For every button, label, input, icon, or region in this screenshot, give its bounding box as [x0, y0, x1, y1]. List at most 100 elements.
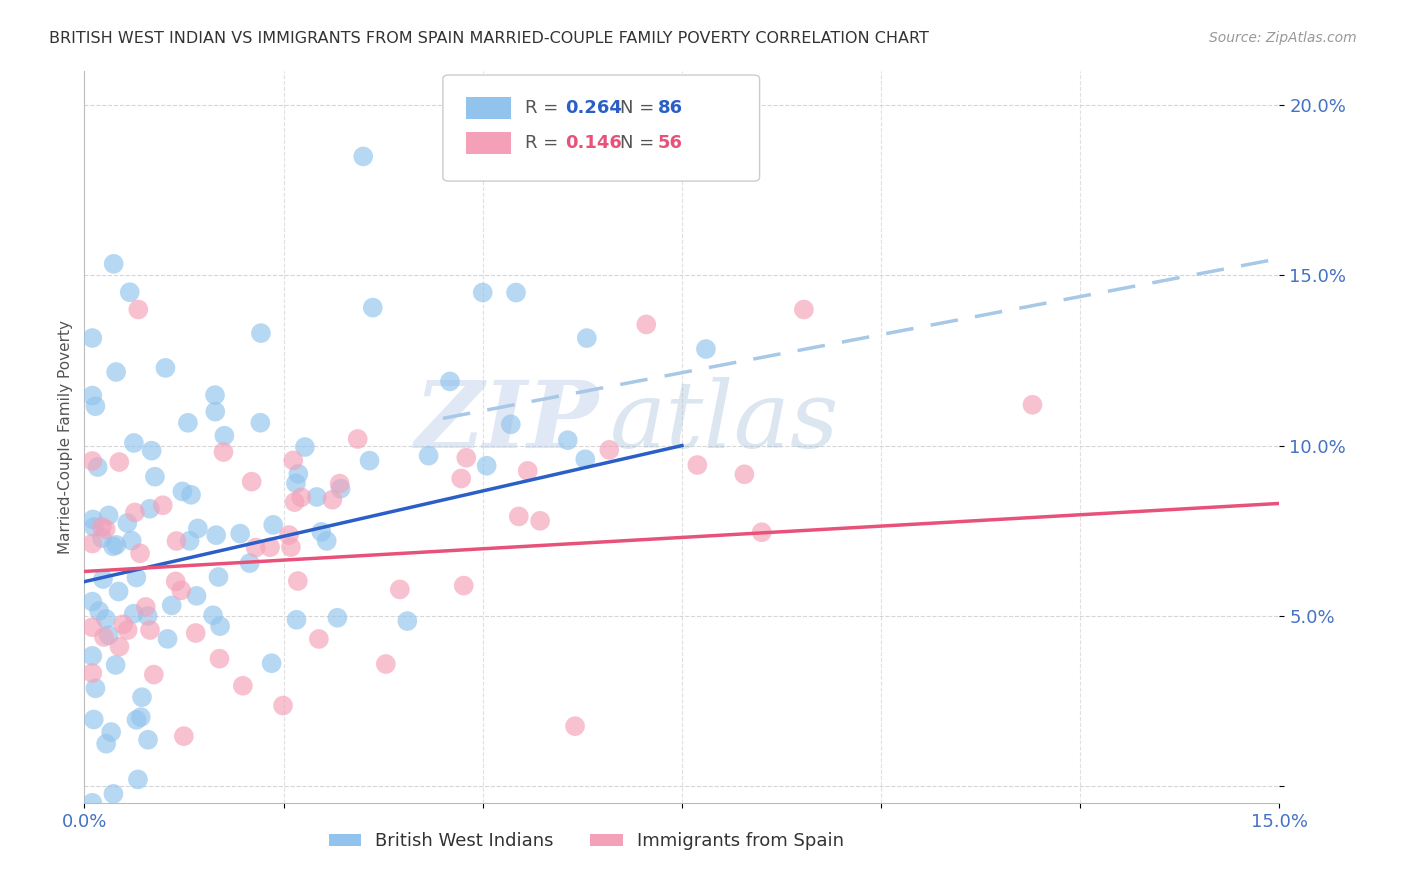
Point	[284, 495, 307, 509]
Point	[329, 482, 352, 496]
Point	[471, 285, 494, 300]
Point	[112, 617, 135, 632]
Point	[315, 533, 337, 548]
Point	[160, 599, 183, 613]
Point	[83, 520, 105, 534]
Point	[117, 516, 139, 530]
FancyBboxPatch shape	[465, 132, 510, 154]
Point	[374, 657, 396, 671]
Point	[118, 285, 141, 300]
Point	[751, 525, 773, 540]
Text: N =: N =	[620, 99, 659, 117]
Point	[1021, 398, 1043, 412]
Point	[125, 713, 148, 727]
Point	[250, 326, 273, 340]
Point	[103, 257, 125, 271]
Point	[141, 443, 163, 458]
Point	[83, 713, 105, 727]
Point	[127, 302, 149, 317]
Point	[117, 623, 139, 637]
Point	[516, 464, 538, 478]
Point	[207, 570, 229, 584]
Point	[209, 619, 232, 633]
Point	[271, 698, 294, 713]
Point	[294, 440, 316, 454]
Point	[259, 540, 281, 554]
Point	[186, 589, 208, 603]
Point	[82, 648, 104, 663]
Point	[278, 528, 301, 542]
Text: 0.146: 0.146	[565, 134, 621, 152]
Text: 56: 56	[658, 134, 683, 152]
Point	[135, 599, 157, 614]
Point	[136, 608, 159, 623]
Point	[172, 484, 194, 499]
Point	[84, 681, 107, 696]
Point	[82, 331, 104, 345]
Point	[125, 570, 148, 584]
Point	[82, 512, 104, 526]
Point	[305, 490, 328, 504]
Point	[136, 732, 159, 747]
Point	[127, 772, 149, 787]
Point	[326, 611, 349, 625]
Point	[352, 149, 374, 163]
Point	[575, 331, 598, 345]
Point	[97, 508, 120, 523]
Point	[82, 594, 104, 608]
Point	[93, 630, 115, 644]
Point	[124, 506, 146, 520]
Point	[229, 526, 252, 541]
Point	[733, 467, 755, 482]
Point	[574, 452, 596, 467]
Legend: British West Indians, Immigrants from Spain: British West Indians, Immigrants from Sp…	[322, 825, 851, 858]
Text: R =: R =	[526, 99, 564, 117]
Point	[94, 737, 117, 751]
Point	[108, 640, 131, 654]
Point	[508, 509, 530, 524]
Point	[361, 301, 384, 315]
Point	[262, 517, 284, 532]
Point	[179, 533, 201, 548]
Point	[557, 434, 579, 448]
Point	[505, 285, 527, 300]
Point	[104, 657, 127, 672]
Point	[100, 725, 122, 739]
Point	[103, 787, 125, 801]
Text: N =: N =	[620, 134, 659, 152]
Point	[240, 475, 263, 489]
Text: Source: ZipAtlas.com: Source: ZipAtlas.com	[1209, 31, 1357, 45]
Point	[499, 417, 522, 432]
Point	[260, 657, 283, 671]
Point	[156, 632, 179, 646]
Point	[139, 501, 162, 516]
Point	[311, 524, 333, 539]
Point	[245, 541, 267, 555]
Text: 0.264: 0.264	[565, 99, 621, 117]
Point	[82, 388, 104, 402]
Point	[82, 666, 104, 681]
Text: R =: R =	[526, 134, 564, 152]
Point	[214, 428, 236, 442]
Point	[359, 453, 381, 467]
Point	[686, 458, 709, 472]
Point	[82, 454, 104, 468]
Point	[793, 302, 815, 317]
Point	[439, 375, 461, 389]
Point	[91, 572, 114, 586]
Point	[94, 522, 117, 536]
Point	[101, 540, 124, 554]
Point	[598, 442, 620, 457]
Point	[143, 469, 166, 483]
FancyBboxPatch shape	[465, 97, 510, 119]
Point	[129, 546, 152, 560]
Point	[212, 445, 235, 459]
Point	[108, 455, 131, 469]
Point	[388, 582, 411, 597]
Point	[636, 318, 658, 332]
Point	[205, 528, 228, 542]
Point	[129, 710, 152, 724]
Point	[107, 584, 129, 599]
Point	[456, 450, 478, 465]
Point	[232, 679, 254, 693]
